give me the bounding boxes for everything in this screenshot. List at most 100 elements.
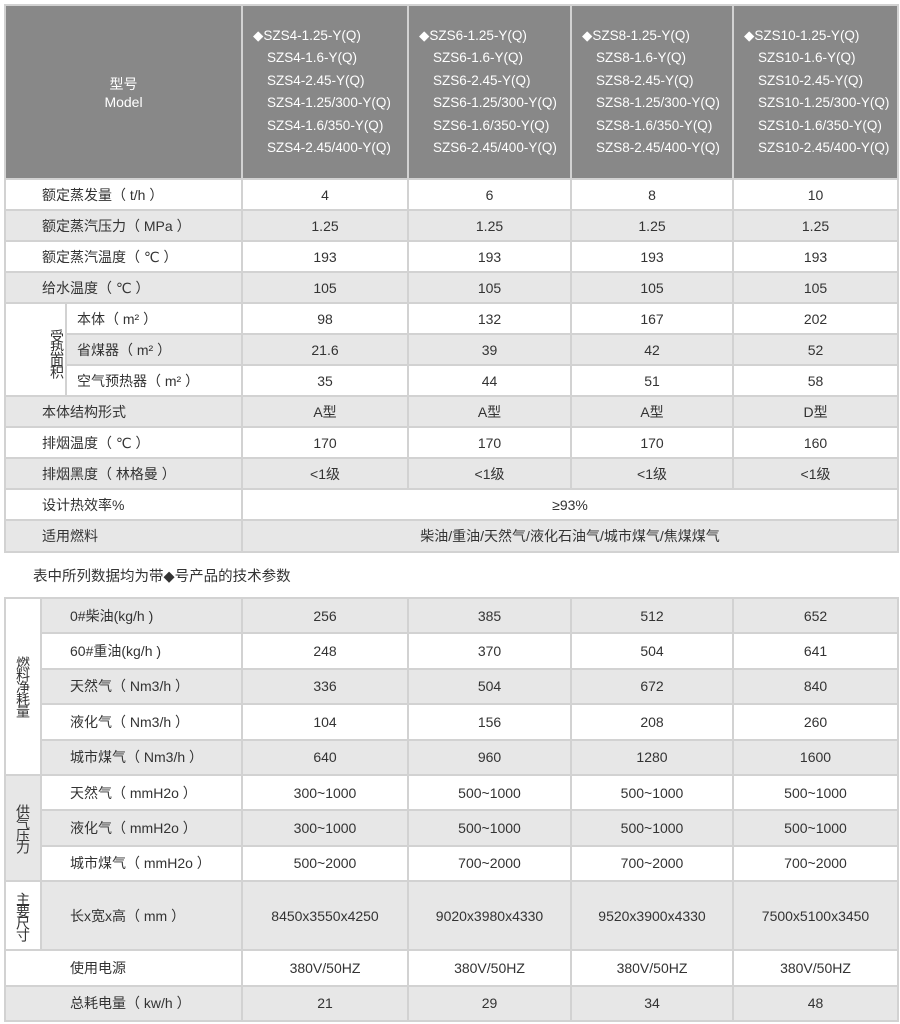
value-cell: 48 xyxy=(732,984,899,1022)
model-name: SZS8-1.6-Y(Q) xyxy=(596,50,687,65)
table-row: 省煤器（ m² ） 21.6 39 42 52 xyxy=(5,333,900,366)
value-cell: 34 xyxy=(570,984,734,1022)
value-cell: 256 xyxy=(241,596,409,635)
value-cell: D型 xyxy=(732,395,900,428)
row-label: 使用电源 xyxy=(4,949,243,987)
table-row: 主要尺寸 长x宽x高（ mm ） 8450x3550x4250 9020x3980x4… xyxy=(4,880,899,952)
row-label: 总耗电量（ kw/h ） xyxy=(4,984,243,1022)
model-name: SZS10-2.45-Y(Q) xyxy=(758,72,864,88)
value-cell: 380V/50HZ xyxy=(241,949,409,987)
value-cell: 500~1000 xyxy=(732,809,899,847)
model-label-en: Model xyxy=(104,94,143,110)
value-cell: A型 xyxy=(241,395,410,428)
value-cell: 300~1000 xyxy=(241,773,409,812)
row-label: 额定蒸汽温度（ ℃ ） xyxy=(3,240,244,273)
value-cell: 208 xyxy=(570,703,734,741)
model-name: SZS6-1.6-Y(Q) xyxy=(433,50,524,65)
model-name: SZS8-2.45/400-Y(Q) xyxy=(596,140,720,155)
value-cell: 7500x5100x3450 xyxy=(732,880,899,952)
value-cell: 170 xyxy=(407,426,573,459)
value-cell: 9020x3980x4330 xyxy=(407,880,572,952)
value-cell: 380V/50HZ xyxy=(732,949,899,987)
row-label: 排烟温度（ ℃ ） xyxy=(3,426,244,459)
value-cell: 170 xyxy=(570,426,735,459)
value-cell: 35 xyxy=(241,364,410,397)
row-label: 城市煤气（ mmH2o ） xyxy=(40,844,243,883)
value-cell: 500~1000 xyxy=(407,773,572,812)
table-note: 表中所列数据均为带◆号产品的技术参数 xyxy=(33,569,291,585)
row-label: 空气预热器（ m² ） xyxy=(64,364,244,397)
value-cell: 504 xyxy=(570,632,734,670)
value-cell: 104 xyxy=(241,703,409,741)
table-row: 供气压力 天然气（ mmH2o ） 300~1000 500~1000 500~1000… xyxy=(4,773,899,883)
value-cell: 52 xyxy=(732,333,900,366)
table-row: 空气预热器（ m² ） 35 44 51 58 xyxy=(5,364,900,397)
model-name: SZS8-2.45-Y(Q) xyxy=(596,72,694,88)
model-name: SZS6-2.45/400-Y(Q) xyxy=(433,140,557,155)
value-cell: 500~1000 xyxy=(570,809,734,847)
model-name: SZS4-2.45/400-Y(Q) xyxy=(267,140,391,155)
model-list: ◆SZS6-1.25-Y(Q) SZS6-1.6-Y(Q) SZS6-2.45-Y(… xyxy=(407,4,573,180)
row-label: 60#重油(kg/h ) xyxy=(40,632,243,670)
value-cell: ≥93% xyxy=(241,488,900,521)
row-label: 液化气（ mmH2o ） xyxy=(40,809,243,847)
value-cell: 6 xyxy=(407,178,573,211)
model-header: 型号 Model xyxy=(3,4,244,180)
value-cell: 652 xyxy=(732,596,899,635)
value-cell: 42 xyxy=(570,333,735,366)
value-cell: 512 xyxy=(570,596,734,635)
value-cell: 29 xyxy=(407,984,572,1022)
table-row: 给水温度（ ℃ ） 105 105 105 105 xyxy=(3,271,900,304)
value-cell: 380V/50HZ xyxy=(570,949,734,987)
value-cell: 640 xyxy=(241,738,409,776)
row-label: 省煤器（ m² ） xyxy=(64,333,244,366)
spec-table-consumption: 燃料净耗量 0#柴油(kg/h ) 256 385 512 652 60#重油(kg/h )… xyxy=(4,596,899,1022)
table-row: 液化气（ Nm3/h ） 104 156 208 260 xyxy=(5,703,899,741)
model-name: SZS10-1.25/300-Y(Q) xyxy=(758,95,890,110)
value-cell: 4 xyxy=(241,178,410,211)
table-row: 设计热效率% ≥93% xyxy=(3,488,900,521)
value-cell: 21.6 xyxy=(241,333,410,366)
value-cell: 700~2000 xyxy=(570,844,734,883)
value-cell: 39 xyxy=(407,333,573,366)
table-row: 城市煤气（ Nm3/h ） 640 960 1280 1600 xyxy=(5,738,899,776)
row-label: 额定蒸汽压力（ MPa ） xyxy=(3,209,244,242)
row-label: 额定蒸发量（ t/h ） xyxy=(3,178,244,211)
model-name: SZS10-1.6-Y(Q) xyxy=(758,50,856,65)
value-cell: 58 xyxy=(732,364,900,397)
table-row: 60#重油(kg/h ) 248 370 504 641 xyxy=(5,632,899,670)
value-cell: 105 xyxy=(241,271,410,304)
table-row: 使用电源 380V/50HZ 380V/50HZ 380V/50HZ 380V/50HZ xyxy=(4,949,899,987)
row-label: 适用燃料 xyxy=(3,519,244,553)
model-name: ◆SZS8-1.25-Y(Q) xyxy=(582,27,690,43)
table-row: 城市煤气（ mmH2o ） 500~2000 700~2000 700~2000 700… xyxy=(5,844,899,883)
value-cell: A型 xyxy=(570,395,735,428)
value-cell: 1.25 xyxy=(241,209,410,242)
value-cell: 1280 xyxy=(570,738,734,776)
model-name: SZS4-1.6/350-Y(Q) xyxy=(267,117,384,133)
table-row: 排烟黑度（ 林格曼 ） <1级 <1级 <1级 <1级 xyxy=(3,457,900,490)
value-cell: <1级 xyxy=(407,457,573,490)
spec-table-main: 型号 Model ◆SZS4-1.25-Y(Q) SZS4-1.6-Y(Q) SZS4-… xyxy=(3,4,900,553)
table-row: 额定蒸汽温度（ ℃ ） 193 193 193 193 xyxy=(3,240,900,273)
table-row: 受热面积 本体（ m² ） 98 132 167 202 xyxy=(4,302,900,397)
model-name: SZS6-1.25/300-Y(Q) xyxy=(433,95,557,110)
model-name: SZS6-2.45-Y(Q) xyxy=(433,72,531,88)
value-cell: 105 xyxy=(570,271,735,304)
value-cell: 21 xyxy=(241,984,409,1022)
model-name: SZS4-2.45-Y(Q) xyxy=(267,72,365,88)
value-cell: 370 xyxy=(407,632,572,670)
value-cell: <1级 xyxy=(241,457,410,490)
value-cell: 500~1000 xyxy=(407,809,572,847)
value-cell: 105 xyxy=(407,271,573,304)
value-cell: 160 xyxy=(732,426,900,459)
row-label: 城市煤气（ Nm3/h ） xyxy=(40,738,243,776)
table-row: 总耗电量（ kw/h ） 21 29 34 48 xyxy=(4,984,899,1022)
model-name: SZS6-1.6/350-Y(Q) xyxy=(433,117,550,133)
row-label: 本体结构形式 xyxy=(3,395,244,428)
value-cell: 260 xyxy=(732,703,899,741)
row-label: 天然气（ mmH2o ） xyxy=(40,773,243,812)
value-cell: 170 xyxy=(241,426,410,459)
value-cell: 202 xyxy=(732,302,900,335)
value-cell: 193 xyxy=(570,240,735,273)
